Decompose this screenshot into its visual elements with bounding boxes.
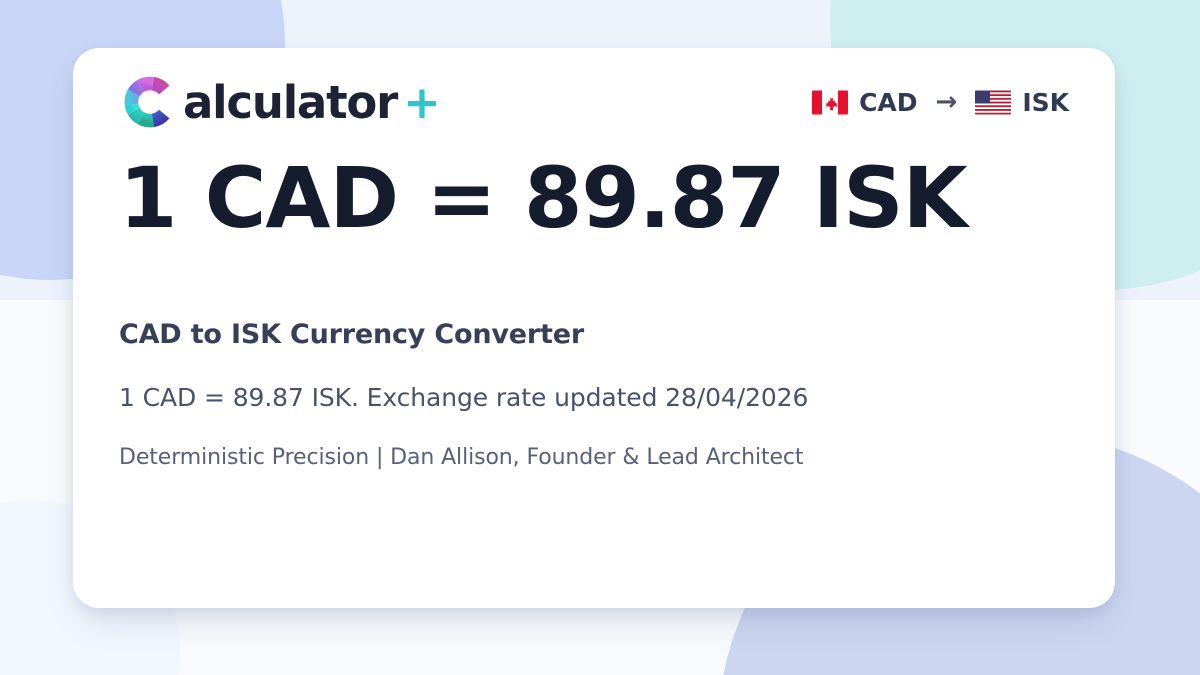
brand-name: alculator bbox=[183, 75, 398, 129]
brand-logo[interactable]: alculator + bbox=[119, 71, 441, 133]
currency-to[interactable]: ISK bbox=[975, 88, 1069, 117]
flag-united-states-icon bbox=[975, 90, 1012, 114]
currency-from[interactable]: CAD bbox=[812, 87, 918, 117]
card-header: alculator + CAD → bbox=[119, 48, 1069, 128]
currency-to-code: ISK bbox=[1022, 87, 1069, 117]
rate-headline: 1 CAD = 89.87 ISK bbox=[119, 149, 968, 247]
author-byline: Deterministic Precision | Dan Allison, F… bbox=[119, 445, 804, 471]
currency-from-code: CAD bbox=[859, 87, 918, 117]
flag-canada-icon bbox=[812, 90, 849, 114]
calculator-c-logo-icon bbox=[124, 76, 170, 128]
converter-card: alculator + CAD → bbox=[73, 48, 1115, 608]
brand-plus-icon: + bbox=[403, 75, 441, 129]
currency-pair-indicator: CAD → bbox=[812, 88, 1069, 117]
converter-subheading: CAD to ISK Currency Converter bbox=[119, 319, 584, 351]
arrow-right-icon: → bbox=[935, 87, 958, 117]
rate-detail-text: 1 CAD = 89.87 ISK. Exchange rate updated… bbox=[119, 383, 809, 413]
